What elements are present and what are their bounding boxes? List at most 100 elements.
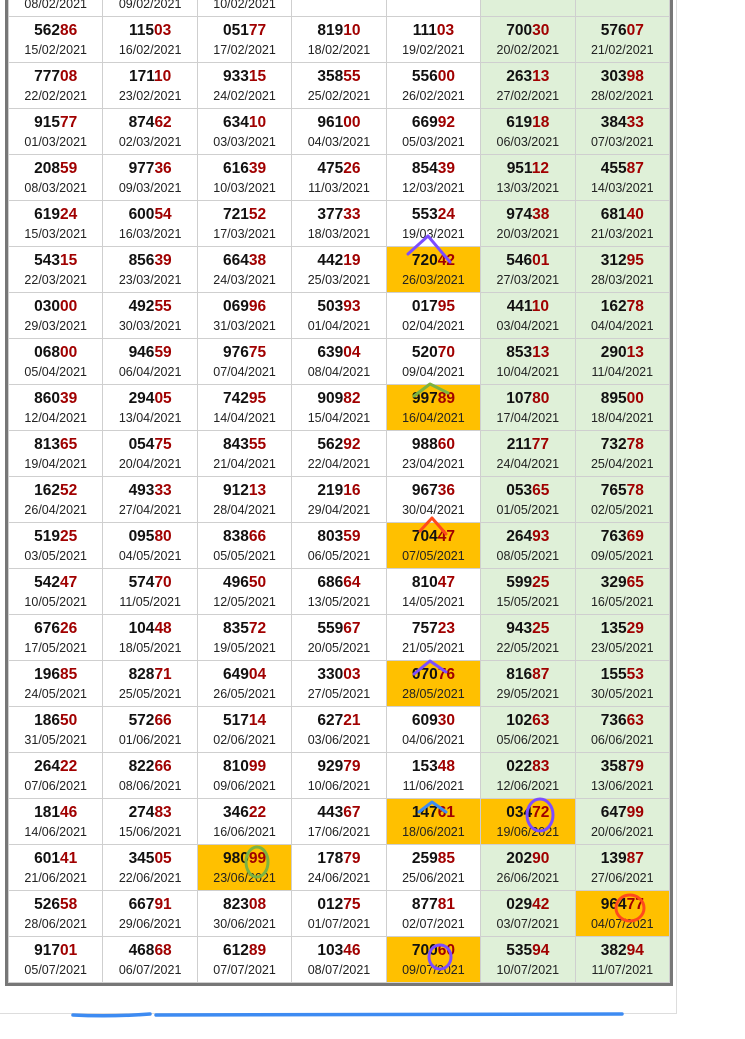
result-cell: 72042 26/03/2021 xyxy=(385,246,482,293)
result-date: 06/07/2021 xyxy=(118,962,182,977)
result-number: 64904 xyxy=(198,665,291,685)
number-prefix: 874 xyxy=(128,113,155,131)
result-number: 83866 xyxy=(198,527,291,547)
number-suffix: 66 xyxy=(154,711,172,729)
result-date: 08/04/2021 xyxy=(307,364,371,379)
number-suffix: 00 xyxy=(437,67,455,85)
result-cell: 01795 02/04/2021 xyxy=(385,292,482,339)
result-number: 73663 xyxy=(576,711,669,731)
number-suffix: 39 xyxy=(437,159,455,177)
result-date: 16/03/2021 xyxy=(118,226,182,241)
result-cell: 64799 20/06/2021 xyxy=(574,798,671,845)
number-prefix: 810 xyxy=(411,573,438,591)
result-number: 05365 xyxy=(481,481,574,501)
result-date: 29/06/2021 xyxy=(118,916,182,931)
number-suffix: 33 xyxy=(626,113,644,131)
number-prefix: 107 xyxy=(506,389,533,407)
number-prefix: 742 xyxy=(222,389,249,407)
result-cell: 35879 13/06/2021 xyxy=(574,752,671,799)
result-date: 12/06/2021 xyxy=(496,778,560,793)
result-cell: 67626 17/05/2021 xyxy=(7,614,104,661)
number-prefix: 822 xyxy=(128,757,155,775)
result-date: 06/05/2021 xyxy=(307,548,371,563)
result-number: 19685 xyxy=(9,665,102,685)
result-date: 08/05/2021 xyxy=(496,548,560,563)
number-prefix: 139 xyxy=(600,849,627,867)
result-cell: 02942 03/07/2021 xyxy=(480,890,576,937)
result-number: 80359 xyxy=(292,527,385,547)
number-suffix: 68 xyxy=(154,941,172,959)
result-date: 02/04/2021 xyxy=(402,318,465,333)
number-suffix: 59 xyxy=(60,159,78,177)
result-number: 87462 xyxy=(103,113,196,133)
result-number: 56292 xyxy=(292,435,385,455)
result-cell: 90982 15/04/2021 xyxy=(291,384,387,431)
result-number: 46868 xyxy=(103,941,196,961)
result-cell: 06800 05/04/2021 xyxy=(7,338,104,385)
number-prefix: 997 xyxy=(411,389,438,407)
result-cell: 10346 08/07/2021 xyxy=(291,936,387,983)
number-prefix: 732 xyxy=(600,435,627,453)
result-cell: 34622 16/06/2021 xyxy=(196,798,293,845)
result-cell: 64904 26/05/2021 xyxy=(196,660,293,707)
result-number: 18146 xyxy=(9,803,102,823)
result-cell: 44110 03/04/2021 xyxy=(480,292,576,339)
number-suffix: 63 xyxy=(532,711,550,729)
number-suffix: 15 xyxy=(248,67,267,85)
result-number: 37733 xyxy=(292,205,385,225)
result-date: 02/06/2021 xyxy=(213,732,276,747)
number-suffix: 50 xyxy=(248,573,267,591)
number-prefix: 616 xyxy=(222,159,249,177)
number-suffix: 78 xyxy=(626,297,644,315)
number-prefix: 053 xyxy=(506,481,533,499)
result-date: 22/06/2021 xyxy=(118,870,182,885)
number-prefix: 856 xyxy=(128,251,155,269)
result-cell: 25985 25/06/2021 xyxy=(385,844,482,891)
result-cell: 09580 04/05/2021 xyxy=(102,522,198,569)
result-cell: 87781 02/07/2021 xyxy=(385,890,482,937)
result-cell: 92979 10/06/2021 xyxy=(291,752,387,799)
number-suffix: 01 xyxy=(60,941,78,959)
result-cell: 44219 25/03/2021 xyxy=(291,246,387,293)
result-number: 85639 xyxy=(103,251,196,271)
result-number: 82308 xyxy=(198,895,291,915)
number-prefix: 765 xyxy=(600,481,627,499)
number-suffix: 77 xyxy=(248,21,267,39)
result-number: 68140 xyxy=(576,205,669,225)
number-suffix: 89 xyxy=(437,389,455,407)
number-prefix: 843 xyxy=(222,435,249,453)
number-prefix: 104 xyxy=(128,619,155,637)
result-number: 34505 xyxy=(103,849,196,869)
result-cell: 54601 27/03/2021 xyxy=(480,246,576,293)
result-cell: 77708 22/02/2021 xyxy=(7,62,104,109)
result-date: 16/05/2021 xyxy=(590,594,654,609)
result-cell: 34505 22/06/2021 xyxy=(102,844,198,891)
result-number: 66791 xyxy=(103,895,196,915)
result-cell: 81910 18/02/2021 xyxy=(291,16,387,63)
number-suffix: 38 xyxy=(532,205,550,223)
table-row: 52658 28/06/2021 66791 29/06/2021 82308 30/06… xyxy=(7,890,671,937)
result-number: 21177 xyxy=(481,435,574,455)
number-suffix: 46 xyxy=(60,803,78,821)
number-prefix: 115 xyxy=(129,21,155,39)
result-date: 23/03/2021 xyxy=(118,272,182,287)
result-date: 28/03/2021 xyxy=(590,272,654,287)
result-cell: 74295 14/04/2021 xyxy=(196,384,293,431)
number-prefix: 054 xyxy=(128,435,155,453)
result-date: 26/06/2021 xyxy=(496,870,560,885)
result-date: 29/05/2021 xyxy=(496,686,560,701)
number-prefix: 520 xyxy=(411,343,438,361)
table-row: 77708 22/02/2021 17110 23/02/2021 93315 24/02… xyxy=(7,62,671,109)
number-suffix: 13 xyxy=(532,67,550,85)
result-number: 25985 xyxy=(387,849,480,869)
number-suffix: 87 xyxy=(532,665,550,683)
number-prefix: 835 xyxy=(222,619,249,637)
number-prefix: 264 xyxy=(506,527,533,545)
number-suffix: 79 xyxy=(343,757,361,775)
result-number: 50393 xyxy=(292,297,385,317)
result-date: 24/04/2021 xyxy=(496,456,560,471)
number-prefix: 155 xyxy=(600,665,627,683)
number-suffix: 81 xyxy=(437,895,455,913)
result-date: 22/03/2021 xyxy=(24,272,87,287)
result-number: 49255 xyxy=(103,297,196,317)
